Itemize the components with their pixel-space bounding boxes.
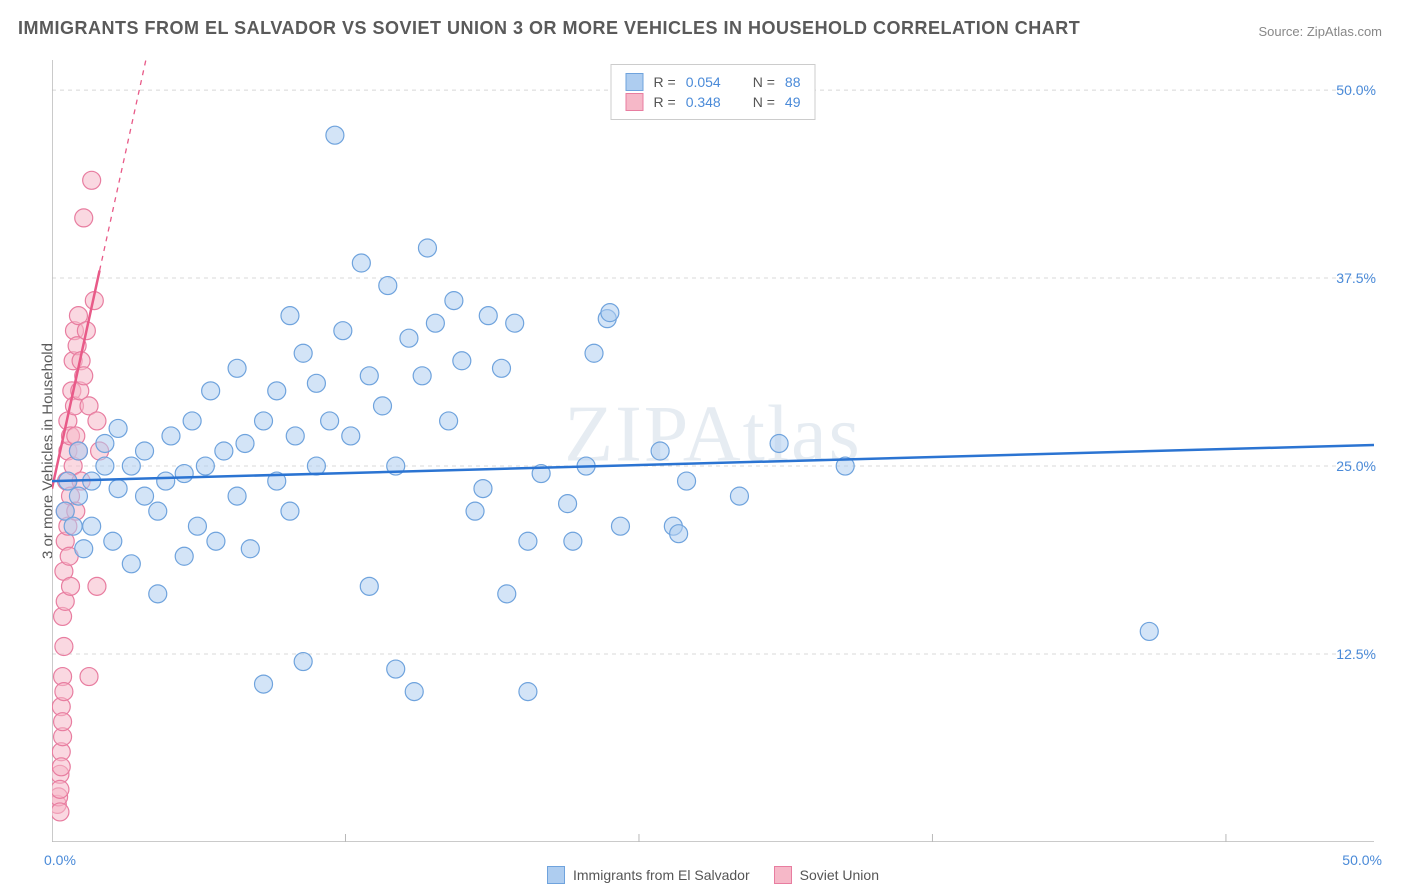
scatter-plot [52,60,1374,842]
r-label: R = [654,94,676,110]
n-label: N = [753,74,775,90]
source-attribution: Source: ZipAtlas.com [1258,24,1382,39]
correlation-legend: R = 0.054 N = 88 R = 0.348 N = 49 [611,64,816,120]
swatch-icon [774,866,792,884]
swatch-icon [626,73,644,91]
series-name-2: Soviet Union [800,867,879,883]
y-tick-label: 12.5% [1336,646,1376,662]
r-label: R = [654,74,676,90]
swatch-icon [547,866,565,884]
n-value-1: 88 [785,74,801,90]
series-legend: Immigrants from El Salvador Soviet Union [547,866,879,884]
legend-item-1: Immigrants from El Salvador [547,866,750,884]
legend-row-series-1: R = 0.054 N = 88 [626,73,801,91]
x-tick-label: 0.0% [44,852,76,868]
legend-item-2: Soviet Union [774,866,879,884]
n-label: N = [753,94,775,110]
r-value-2: 0.348 [686,94,721,110]
chart-title: IMMIGRANTS FROM EL SALVADOR VS SOVIET UN… [18,18,1080,39]
r-value-1: 0.054 [686,74,721,90]
n-value-2: 49 [785,94,801,110]
series-name-1: Immigrants from El Salvador [573,867,750,883]
y-tick-label: 50.0% [1336,82,1376,98]
swatch-icon [626,93,644,111]
y-tick-label: 37.5% [1336,270,1376,286]
legend-row-series-2: R = 0.348 N = 49 [626,93,801,111]
chart-area: 3 or more Vehicles in Household ZIPAtlas… [52,60,1374,842]
x-tick-label: 50.0% [1342,852,1382,868]
y-tick-label: 25.0% [1336,458,1376,474]
